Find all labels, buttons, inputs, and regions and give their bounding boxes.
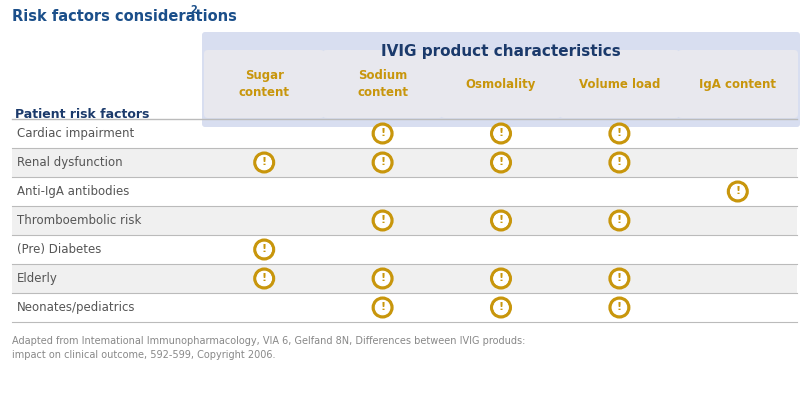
- Text: Elderly: Elderly: [17, 272, 58, 285]
- Text: 2: 2: [190, 5, 197, 15]
- FancyBboxPatch shape: [440, 50, 560, 118]
- Circle shape: [256, 271, 271, 286]
- Circle shape: [609, 124, 628, 143]
- Text: !: !: [616, 302, 622, 312]
- Text: !: !: [380, 273, 385, 283]
- Circle shape: [373, 124, 392, 143]
- Circle shape: [611, 155, 626, 170]
- Circle shape: [609, 298, 628, 317]
- Text: Risk factors considerations: Risk factors considerations: [12, 9, 237, 24]
- Circle shape: [493, 155, 507, 170]
- Text: !: !: [261, 244, 267, 254]
- Bar: [12, 177, 796, 206]
- Circle shape: [375, 213, 389, 228]
- FancyBboxPatch shape: [322, 50, 442, 118]
- Circle shape: [611, 300, 626, 315]
- Circle shape: [493, 213, 507, 228]
- Circle shape: [611, 213, 626, 228]
- Circle shape: [375, 300, 389, 315]
- Text: Sodium
content: Sodium content: [357, 69, 408, 99]
- Circle shape: [609, 269, 628, 288]
- Bar: [12, 235, 796, 264]
- Text: (Pre) Diabetes: (Pre) Diabetes: [17, 243, 101, 256]
- Circle shape: [609, 153, 628, 172]
- Circle shape: [375, 126, 389, 141]
- Text: IgA content: IgA content: [699, 77, 776, 91]
- Text: Volume load: Volume load: [578, 77, 659, 91]
- Text: Patient risk factors: Patient risk factors: [15, 108, 149, 121]
- Text: impact on clinical outcome, 592-599, Copyright 2006.: impact on clinical outcome, 592-599, Cop…: [12, 350, 275, 360]
- Circle shape: [255, 153, 273, 172]
- Text: Osmolality: Osmolality: [465, 77, 536, 91]
- Bar: [12, 293, 796, 322]
- Text: Sugar
content: Sugar content: [238, 69, 289, 99]
- Text: !: !: [616, 157, 622, 167]
- Text: !: !: [261, 157, 267, 167]
- Circle shape: [491, 298, 510, 317]
- Circle shape: [491, 269, 510, 288]
- Circle shape: [491, 124, 510, 143]
- Text: Thromboembolic risk: Thromboembolic risk: [17, 214, 141, 227]
- Circle shape: [493, 126, 507, 141]
- Circle shape: [256, 242, 271, 257]
- Circle shape: [491, 153, 510, 172]
- Circle shape: [255, 240, 273, 259]
- Circle shape: [256, 155, 271, 170]
- Circle shape: [373, 269, 392, 288]
- Circle shape: [611, 126, 626, 141]
- Text: !: !: [498, 128, 503, 138]
- Circle shape: [609, 211, 628, 230]
- Circle shape: [255, 269, 273, 288]
- Text: !: !: [380, 302, 385, 312]
- Bar: [12, 119, 796, 148]
- Text: !: !: [380, 157, 385, 167]
- Text: IVIG product characteristics: IVIG product characteristics: [381, 44, 620, 59]
- Text: !: !: [616, 273, 622, 283]
- Circle shape: [493, 300, 507, 315]
- Circle shape: [375, 155, 389, 170]
- Text: !: !: [380, 128, 385, 138]
- FancyBboxPatch shape: [202, 32, 799, 127]
- Text: !: !: [616, 215, 622, 225]
- Bar: [12, 206, 796, 235]
- Text: !: !: [734, 186, 740, 196]
- Text: !: !: [380, 215, 385, 225]
- Circle shape: [493, 271, 507, 286]
- Circle shape: [375, 271, 389, 286]
- Text: Renal dysfunction: Renal dysfunction: [17, 156, 123, 169]
- Text: Anti-IgA antibodies: Anti-IgA antibodies: [17, 185, 129, 198]
- FancyBboxPatch shape: [677, 50, 797, 118]
- Circle shape: [728, 182, 746, 201]
- Text: Adapted from Intemational Immunopharmacology, VIA 6, Gelfand 8N, Differences bet: Adapted from Intemational Immunopharmaco…: [12, 336, 524, 346]
- Circle shape: [491, 211, 510, 230]
- Circle shape: [611, 271, 626, 286]
- Text: !: !: [616, 128, 622, 138]
- Circle shape: [373, 298, 392, 317]
- Circle shape: [729, 184, 744, 199]
- Circle shape: [373, 153, 392, 172]
- Text: !: !: [498, 273, 503, 283]
- Text: !: !: [498, 157, 503, 167]
- Text: Cardiac impairment: Cardiac impairment: [17, 127, 134, 140]
- FancyBboxPatch shape: [559, 50, 679, 118]
- Text: Neonates/pediatrics: Neonates/pediatrics: [17, 301, 136, 314]
- Bar: [12, 264, 796, 293]
- Bar: [12, 148, 796, 177]
- Text: !: !: [261, 273, 267, 283]
- Circle shape: [373, 211, 392, 230]
- Text: !: !: [498, 302, 503, 312]
- Text: !: !: [498, 215, 503, 225]
- FancyBboxPatch shape: [204, 50, 324, 118]
